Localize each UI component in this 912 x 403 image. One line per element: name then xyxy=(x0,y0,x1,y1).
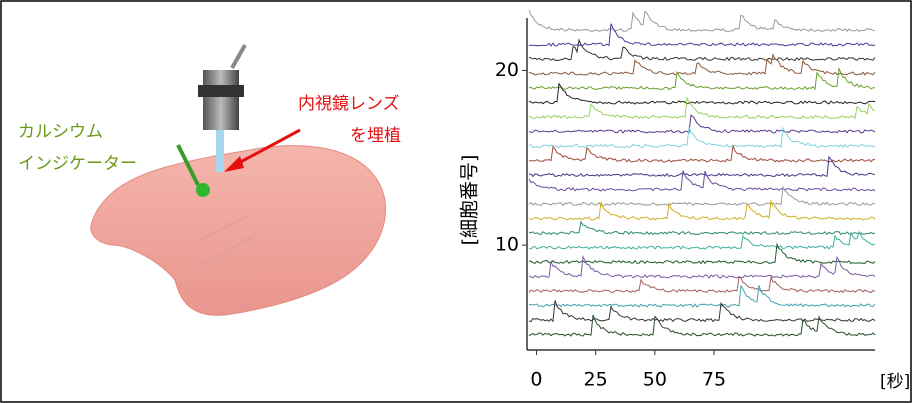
trace xyxy=(529,127,875,147)
trace xyxy=(529,40,875,60)
trace xyxy=(529,315,875,336)
x-axis-label: [秒] xyxy=(880,372,910,392)
indicator-label: カルシウム xyxy=(18,122,103,142)
trace xyxy=(529,146,875,162)
trace xyxy=(529,10,875,31)
indicator-label: インジケーター xyxy=(18,154,137,174)
trace xyxy=(529,277,875,293)
indicator-dot xyxy=(196,183,210,197)
microscope xyxy=(203,70,239,130)
x-tick-label: 50 xyxy=(643,369,667,391)
figure: カルシウム インジケーター 内視鏡レンズ を埋植 [細胞番号] [秒] 0 25 5… xyxy=(0,0,912,403)
y-tick-label: 10 xyxy=(495,234,519,256)
lens xyxy=(216,130,224,172)
trace xyxy=(529,201,875,220)
trace xyxy=(529,24,875,46)
x-tick-label: 0 xyxy=(530,369,542,391)
x-tick-label: 25 xyxy=(584,369,608,391)
trace xyxy=(529,257,875,278)
lens-label: 内視鏡レンズ xyxy=(298,94,400,114)
brain-illustration xyxy=(91,45,386,315)
trace xyxy=(529,285,875,307)
trace xyxy=(529,300,875,321)
trace xyxy=(529,232,875,249)
trace xyxy=(529,222,875,235)
trace xyxy=(529,187,875,205)
lens-label: を埋植 xyxy=(350,126,401,146)
y-tick-label: 20 xyxy=(495,59,519,81)
y-axis-label: [細胞番号] xyxy=(459,155,481,246)
traces xyxy=(529,10,875,336)
x-tick-label: 75 xyxy=(702,369,726,391)
trace xyxy=(529,55,875,75)
